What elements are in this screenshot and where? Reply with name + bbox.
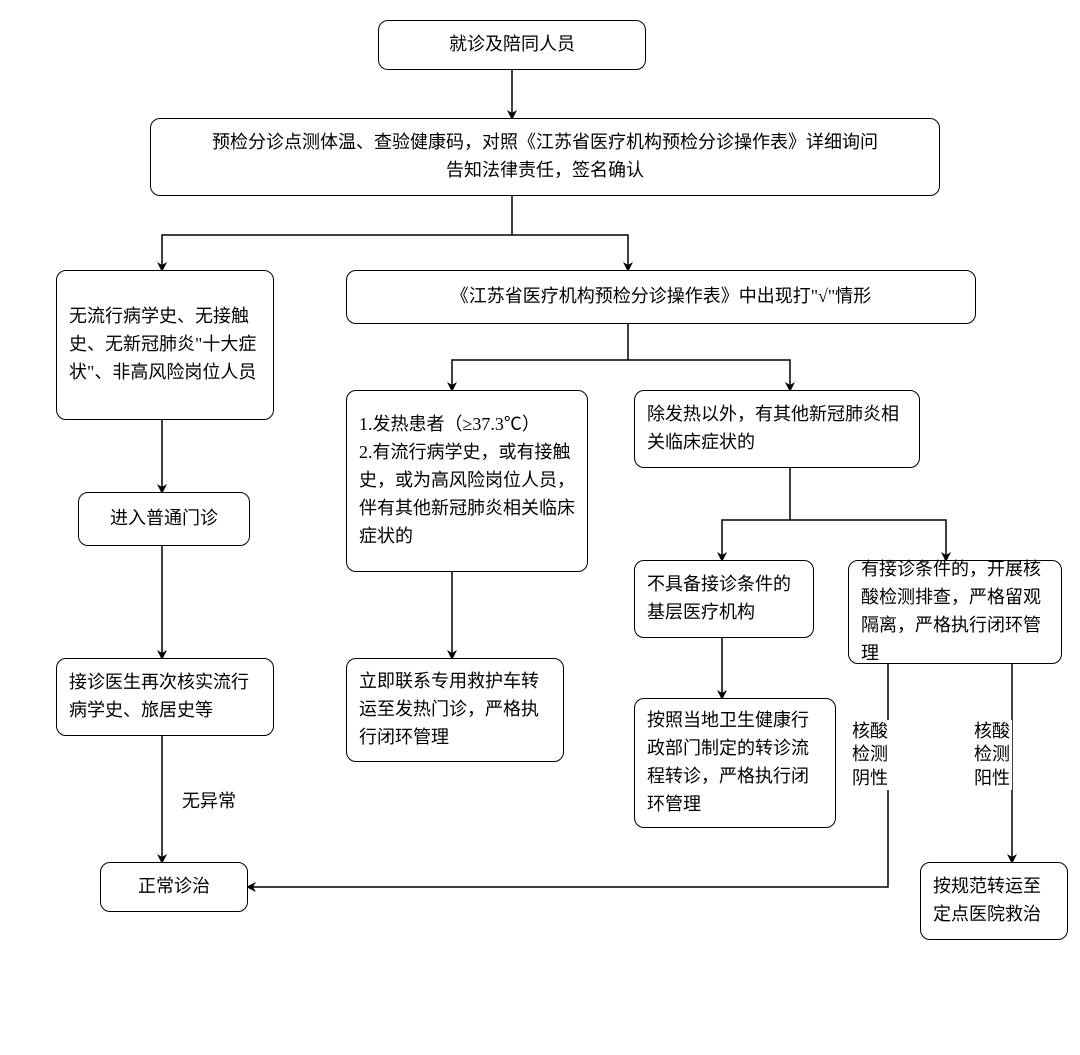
edge-2 — [162, 235, 512, 270]
node-text-n7: 进入普通门诊 — [110, 505, 218, 533]
node-text-n2: 预检分诊点测体温、查验健康码，对照《江苏省医疗机构预检分诊操作表》详细询问告知法… — [212, 129, 878, 185]
node-n5: 1.发热患者（≥37.3℃）2.有流行病学史，或有接触史，或为高风险岗位人员，伴… — [346, 390, 588, 572]
edge-3 — [512, 235, 628, 270]
node-text-n4: 《江苏省医疗机构预检分诊操作表》中出现打"√"情形 — [451, 283, 872, 311]
edge-6 — [628, 360, 790, 390]
node-text-n12: 按照当地卫生健康行政部门制定的转诊流程转诊，严格执行闭环管理 — [647, 707, 823, 819]
node-text-n13: 正常诊治 — [138, 873, 210, 901]
node-text-n6: 除发热以外，有其他新冠肺炎相关临床症状的 — [647, 401, 907, 457]
node-n12: 按照当地卫生健康行政部门制定的转诊流程转诊，严格执行闭环管理 — [634, 698, 836, 828]
node-n11: 立即联系专用救护车转运至发热门诊，严格执行闭环管理 — [346, 658, 564, 762]
edge-12 — [722, 520, 790, 560]
edge-label-15: 核酸检测阴性 — [850, 720, 890, 790]
node-text-n3: 无流行病学史、无接触史、无新冠肺炎"十大症状"、非高风险岗位人员 — [69, 303, 261, 387]
node-text-n10: 接诊医生再次核实流行病学史、旅居史等 — [69, 669, 261, 725]
edge-label-9: 无异常 — [180, 790, 238, 813]
node-n1: 就诊及陪同人员 — [378, 20, 646, 70]
node-text-n9: 有接诊条件的，开展核酸检测排查，严格留观隔离，严格执行闭环管理 — [861, 556, 1049, 668]
edge-label-16: 核酸检测阳性 — [972, 720, 1012, 790]
node-text-n1: 就诊及陪同人员 — [449, 31, 575, 59]
node-n9: 有接诊条件的，开展核酸检测排查，严格留观隔离，严格执行闭环管理 — [848, 560, 1062, 664]
node-text-n8: 不具备接诊条件的基层医疗机构 — [647, 571, 801, 627]
node-n8: 不具备接诊条件的基层医疗机构 — [634, 560, 814, 638]
node-n3: 无流行病学史、无接触史、无新冠肺炎"十大症状"、非高风险岗位人员 — [56, 270, 274, 420]
node-n4: 《江苏省医疗机构预检分诊操作表》中出现打"√"情形 — [346, 270, 976, 324]
node-n6: 除发热以外，有其他新冠肺炎相关临床症状的 — [634, 390, 920, 468]
node-n13: 正常诊治 — [100, 862, 248, 912]
node-n10: 接诊医生再次核实流行病学史、旅居史等 — [56, 658, 274, 736]
node-n7: 进入普通门诊 — [78, 492, 250, 546]
node-text-n14: 按规范转运至定点医院救治 — [933, 873, 1055, 929]
edge-5 — [452, 360, 628, 390]
edge-13 — [790, 520, 946, 560]
node-n14: 按规范转运至定点医院救治 — [920, 862, 1068, 940]
node-n2: 预检分诊点测体温、查验健康码，对照《江苏省医疗机构预检分诊操作表》详细询问告知法… — [150, 118, 940, 196]
flowchart-container: 就诊及陪同人员预检分诊点测体温、查验健康码，对照《江苏省医疗机构预检分诊操作表》… — [0, 0, 1080, 1055]
node-text-n5: 1.发热患者（≥37.3℃）2.有流行病学史，或有接触史，或为高风险岗位人员，伴… — [359, 411, 575, 550]
node-text-n11: 立即联系专用救护车转运至发热门诊，严格执行闭环管理 — [359, 668, 551, 752]
